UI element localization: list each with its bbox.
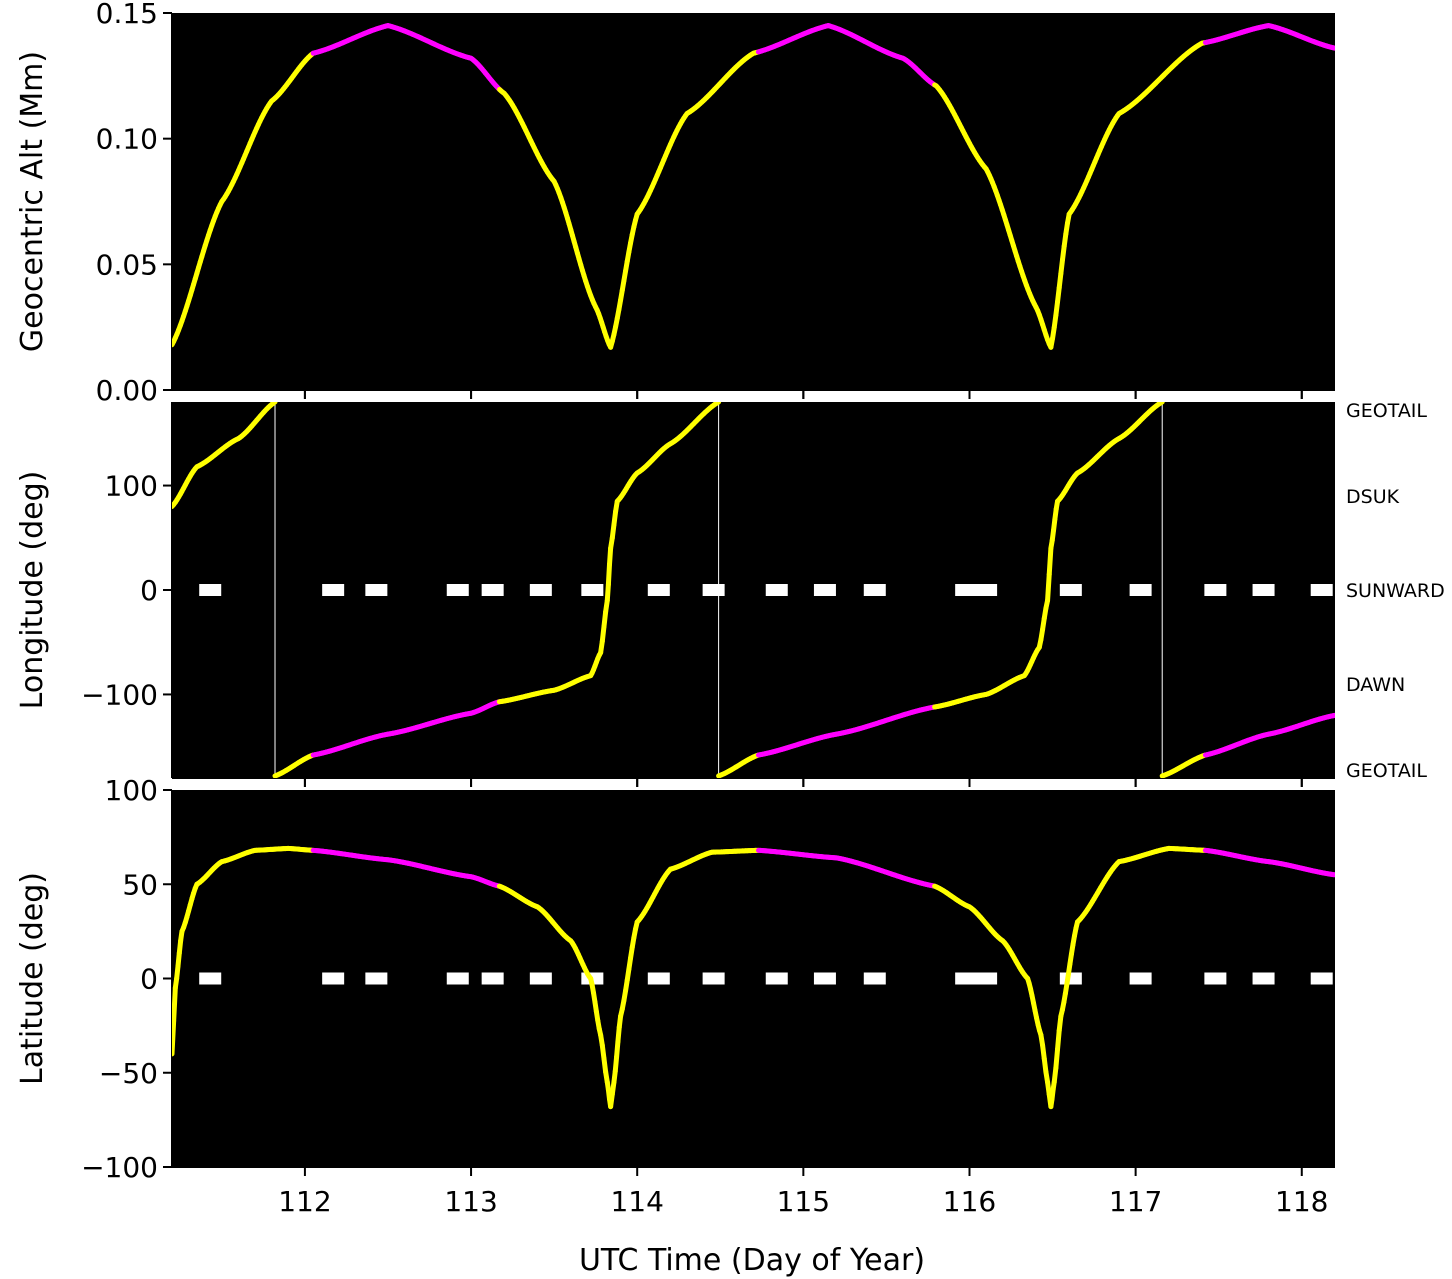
zero-crossing-marker: [765, 972, 788, 985]
panel-0: 0.00 0.05 0.10 0.15 Geocentric Alt (Mm): [15, 0, 1335, 407]
zero-crossing-marker: [1310, 972, 1333, 985]
zero-crossing-marker: [365, 584, 388, 596]
series-segment: [614, 1038, 621, 1060]
zero-crossing-marker: [813, 972, 836, 985]
panel-1: −100 0 100 Longitude (deg) GEOTAIL DSUK SUNWAR…: [15, 390, 1445, 787]
series-segment: [172, 1018, 177, 1057]
y-tick-label: 0: [140, 963, 158, 996]
y-tick-label: −100: [81, 1151, 158, 1184]
y-tick-label: 50: [122, 868, 158, 901]
x-tick-label: 113: [444, 1185, 497, 1218]
right-region-label: SUNWARD: [1346, 580, 1445, 602]
zero-crossing-marker: [446, 584, 469, 596]
right-region-label: DAWN: [1346, 674, 1405, 696]
zero-crossing-marker: [765, 584, 788, 596]
zero-crossing-marker: [1252, 584, 1275, 596]
y-tick-label: −50: [99, 1057, 158, 1090]
x-tick-label: 114: [610, 1185, 663, 1218]
series-segment: [270, 402, 278, 406]
zero-crossing-marker: [1204, 584, 1227, 596]
series-segment: [604, 581, 611, 603]
zero-crossing-marker: [863, 584, 886, 596]
zero-crossing-marker: [647, 972, 670, 985]
zero-crossing-marker: [955, 584, 978, 596]
x-tick-label: 118: [1275, 1185, 1328, 1218]
x-tick-label: 115: [777, 1185, 830, 1218]
series-segment: [607, 545, 614, 567]
zero-crossing-marker: [647, 584, 670, 596]
zero-crossing-marker: [1310, 584, 1333, 596]
zero-crossing-marker: [975, 584, 998, 596]
right-region-label: GEOTAIL: [1346, 400, 1427, 422]
plot-area: [172, 402, 1335, 778]
zero-crossing-marker: [529, 584, 552, 596]
series-layer: [172, 845, 1335, 1110]
y-tick-label: 100: [105, 774, 158, 807]
zero-crossing-marker: [1204, 972, 1227, 985]
y-tick-label: 0.15: [96, 0, 158, 30]
series-segment: [1046, 545, 1054, 577]
y-axis-label: Latitude (deg): [15, 872, 50, 1085]
plot-area: [172, 790, 1335, 1167]
zero-crossing-marker: [702, 584, 725, 596]
x-tick-label: 116: [943, 1185, 996, 1218]
y-tick-label: 100: [105, 470, 158, 503]
zero-crossing-marker: [322, 972, 345, 985]
zero-crossing-marker: [1129, 584, 1152, 596]
zero-crossing-marker: [863, 972, 886, 985]
zero-crossing-marker: [199, 584, 222, 596]
right-region-label: GEOTAIL: [1346, 760, 1427, 782]
y-tick-label: 0.05: [96, 248, 158, 281]
right-region-label: DSUK: [1346, 486, 1400, 508]
zero-crossing-marker: [365, 972, 388, 985]
x-tick-label: 112: [278, 1185, 331, 1218]
series-layer: [172, 402, 1335, 778]
plot-area: [172, 13, 1335, 390]
y-tick-label: 0.00: [96, 374, 158, 407]
y-axis-label: Longitude (deg): [15, 471, 50, 710]
zero-crossing-marker: [975, 972, 998, 985]
zero-crossing-marker: [446, 972, 469, 985]
y-tick-label: 0: [140, 574, 158, 607]
x-axis-label: UTC Time (Day of Year): [579, 1243, 925, 1278]
zero-crossing-marker: [702, 972, 725, 985]
y-tick-label: 0.10: [96, 123, 158, 156]
zero-crossing-marker: [581, 584, 604, 596]
series-segment: [1053, 1046, 1061, 1071]
series-segment: [172, 985, 178, 1024]
series-segment: [1158, 402, 1165, 406]
zero-crossing-marker: [1129, 972, 1152, 985]
zero-crossing-marker: [813, 584, 836, 596]
zero-crossing-marker: [1252, 972, 1275, 985]
zero-crossing-marker: [322, 584, 345, 596]
zero-crossing-marker: [481, 972, 504, 985]
zero-crossing-marker: [199, 972, 222, 985]
series-segment: [605, 561, 613, 587]
y-axis-label: Geocentric Alt (Mm): [15, 51, 50, 352]
series-segment: [1045, 571, 1052, 603]
y-tick-label: −100: [81, 678, 158, 711]
series-segment: [714, 402, 722, 406]
plots-layer: 0.00 0.05 0.10 0.15 Geocentric Alt (Mm) −100 0…: [15, 0, 1445, 1218]
zero-crossing-marker: [529, 972, 552, 985]
series-layer: [172, 23, 1335, 350]
zero-crossing-marker: [955, 972, 978, 985]
series-segment: [1055, 1028, 1062, 1052]
zero-crossing-marker: [1059, 584, 1082, 596]
x-tick-label: 117: [1109, 1185, 1162, 1218]
panel-2: −100 −50 0 50 100 112 113 114 115 116 117 118 Latitu…: [15, 774, 1335, 1218]
zero-crossing-marker: [481, 584, 504, 596]
